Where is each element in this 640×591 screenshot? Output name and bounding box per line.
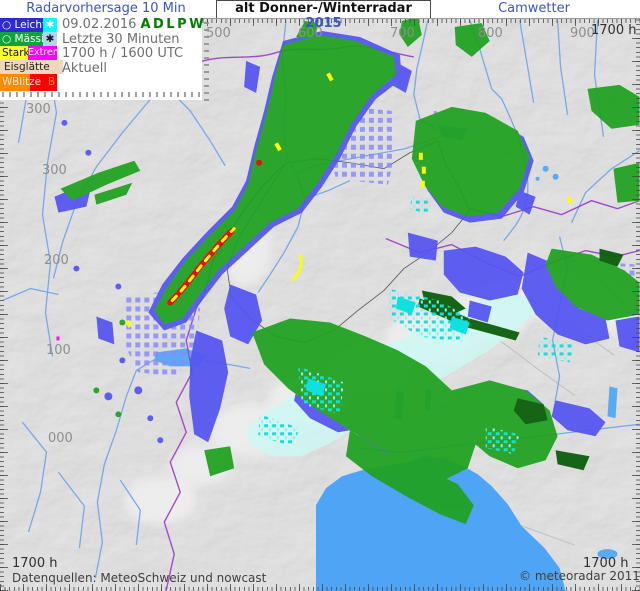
legend-label-blitze: Blitze [12, 76, 42, 88]
radar-date: 09.02.2016 [62, 17, 137, 32]
radar-echoes [54, 19, 640, 525]
legend-row-eisglaette: Eisglätte [0, 60, 63, 74]
radar-map[interactable] [0, 18, 640, 591]
radar-info: 09.02.2016 ADLPW Letzte 30 Minuten 1700 h… [62, 17, 206, 76]
nav-link-radarvorhersage[interactable]: Radarvorhersage 10 Min [26, 1, 186, 16]
legend-row-stark-extrem: Stark Extrem [0, 46, 62, 60]
legend-label-stark: Stark [2, 47, 30, 59]
tab-year: 2015 [305, 16, 342, 31]
legend-row-blitze: W Blitze B [0, 74, 57, 91]
legend-label-extrem: Extrem [28, 47, 63, 58]
legend-label-leicht: Leicht [14, 19, 47, 31]
intense-cell-yellow [170, 227, 236, 303]
ligurian-sea [316, 456, 566, 591]
radar-time: 1700 h / 1600 UTC [62, 46, 184, 61]
legend-row-leicht: ○ Leicht ✱ [0, 18, 57, 32]
snowflake-icon: ✱ [45, 19, 55, 31]
drizzle-circle-icon: ○ [2, 33, 12, 45]
snowflake-icon: ✱ [45, 33, 55, 45]
tab-donner-winterradar[interactable]: alt Donner-/Winterradar 2015 [216, 0, 431, 31]
radar-status: Aktuell [62, 60, 107, 76]
tab-title: alt Donner-/Winterradar [235, 1, 412, 16]
radar-period: Letzte 30 Minuten [62, 31, 180, 47]
extrem-dot [56, 336, 60, 341]
legend-label-eisglaette: Eisglätte [4, 61, 50, 73]
nav-link-camwetter[interactable]: Camwetter [498, 1, 570, 16]
yellow-arc [290, 253, 304, 282]
legend-row-maessig: ○ Mässig ✱ [0, 32, 57, 46]
legend-label-maessig: Mässig [14, 33, 51, 45]
red-cell-dot [256, 159, 263, 166]
legend-label-blitze-b: B [48, 76, 56, 88]
radar-stations: ADLPW [140, 17, 206, 32]
drizzle-circle-icon: ○ [2, 19, 12, 31]
legend-label-blitze-w: W [2, 76, 13, 88]
